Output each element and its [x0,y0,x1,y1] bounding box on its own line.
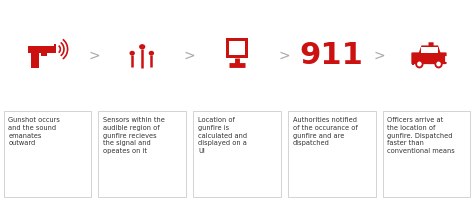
Text: 911: 911 [300,41,364,69]
Text: Officers arrive at
the location of
gunfire. Dispatched
faster than
conventional : Officers arrive at the location of gunfi… [387,116,455,153]
Polygon shape [31,53,39,69]
FancyBboxPatch shape [421,48,438,53]
Text: Sensors within the
audible region of
gunfire recieves
the signal and
opeates on : Sensors within the audible region of gun… [103,116,165,153]
FancyBboxPatch shape [411,53,447,65]
FancyBboxPatch shape [3,112,91,198]
FancyBboxPatch shape [226,39,248,59]
Polygon shape [419,46,441,54]
FancyBboxPatch shape [99,112,186,198]
FancyBboxPatch shape [383,112,470,198]
FancyBboxPatch shape [288,112,376,198]
FancyBboxPatch shape [193,112,281,198]
Polygon shape [41,53,47,57]
Text: >: > [89,48,100,62]
Circle shape [436,62,441,67]
Text: Gunshot occurs
and the sound
emanates
outward: Gunshot occurs and the sound emanates ou… [8,116,60,146]
Text: Location of
gunfire is
calculated and
displayed on a
UI: Location of gunfire is calculated and di… [198,116,247,153]
Circle shape [434,60,443,69]
Ellipse shape [129,52,135,56]
Polygon shape [28,46,56,53]
FancyBboxPatch shape [428,43,434,47]
Circle shape [417,62,422,67]
Text: >: > [279,48,290,62]
Ellipse shape [139,45,146,50]
Ellipse shape [149,52,154,56]
Text: >: > [184,48,195,62]
Text: Authorities notified
of the occurance of
gunfire and are
dispatched: Authorities notified of the occurance of… [293,116,357,146]
FancyBboxPatch shape [229,42,245,55]
Text: >: > [374,48,385,62]
Circle shape [415,60,424,69]
Polygon shape [412,64,414,66]
Polygon shape [54,44,56,46]
